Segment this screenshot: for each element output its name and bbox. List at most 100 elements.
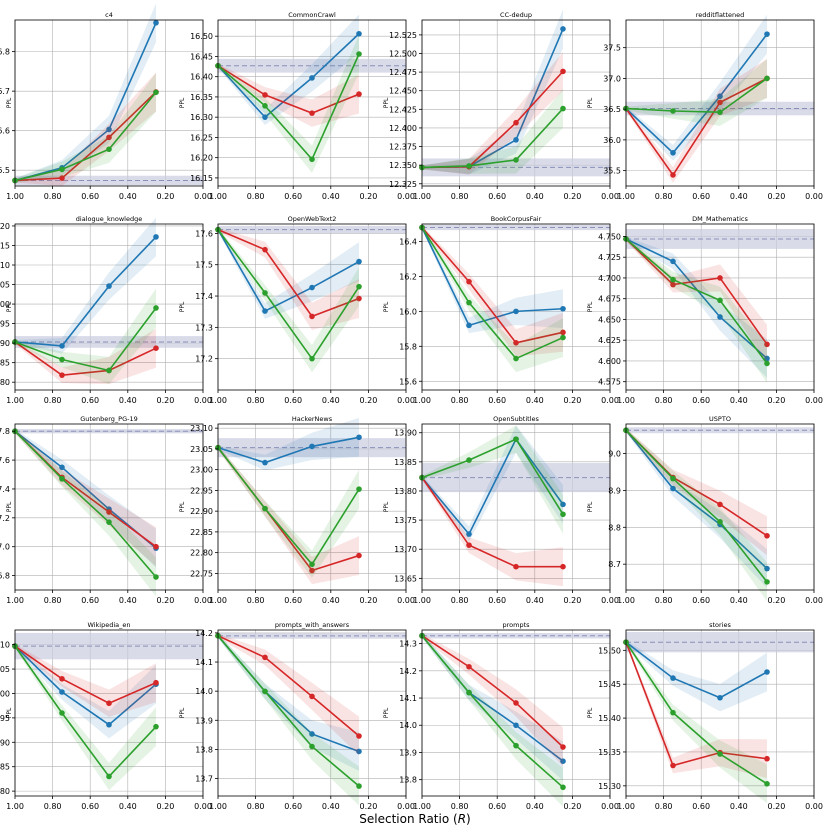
y-tick-label: 16.45 (190, 52, 213, 61)
y-tick-label: 19.00 (0, 300, 10, 309)
x-tick-label: 0.00 (194, 802, 212, 811)
plot-frame (421, 629, 611, 797)
y-tick-label: 8.7 (608, 560, 621, 569)
y-tick-label: 13.85 (394, 458, 417, 467)
subplot-title: prompts (502, 621, 530, 629)
subplot-title: redditflattened (696, 11, 745, 19)
series-line-green (421, 438, 564, 515)
series-line-red (14, 341, 157, 376)
data-point-blue-2 (309, 284, 315, 291)
data-point-green-3 (764, 781, 770, 787)
series-band-green (626, 236, 767, 383)
series-band-green (218, 34, 359, 173)
x-tick-label: 1.00 (209, 192, 227, 201)
y-tick-label: 16.5 (0, 166, 10, 175)
y-tick-label: 22.95 (190, 486, 213, 495)
x-tick-label: 1.00 (209, 802, 227, 811)
x-tick-label: 1.00 (209, 396, 227, 405)
x-tick-label: 0.80 (44, 192, 62, 201)
subplot-title: stories (709, 621, 731, 629)
y-tick-label: 16.15 (190, 174, 213, 183)
data-point-green-3 (560, 511, 566, 518)
data-point-green-2 (106, 146, 112, 153)
subplot-2: 1.00 0.80 0.60 0.40 0.20 0.00 12.325 12.350 12.3… (383, 9, 619, 201)
y-tick-label: 14.1 (399, 694, 417, 703)
data-point-green-3 (764, 360, 770, 367)
y-tick-label: 15.45 (598, 680, 621, 689)
data-point-blue-3 (560, 501, 566, 508)
subplot-4: 1.00 0.80 0.60 0.40 0.20 0.00 18.80 18.85 18.90 1… (0, 215, 212, 405)
data-point-red-2 (309, 313, 315, 320)
x-axis-label-prefix: Selection Ratio ( (359, 812, 458, 826)
data-point-blue-2 (513, 137, 519, 143)
data-point-green-1 (466, 457, 472, 463)
y-tick-label: 4.700 (598, 274, 621, 283)
x-tick-label: 0.00 (194, 396, 212, 405)
data-point-green-1 (59, 710, 65, 716)
y-tick-label: 15.35 (598, 748, 621, 757)
x-tick-label: 0.00 (397, 596, 415, 605)
x-tick-label: 1.00 (413, 596, 431, 605)
x-tick-label: 1.00 (413, 396, 431, 405)
y-tick-label: 12.475 (389, 68, 417, 77)
x-tick-label: 0.40 (526, 596, 544, 605)
y-tick-label: 19.15 (0, 241, 10, 250)
data-point-red-2 (717, 501, 723, 508)
y-tick-label: 15.40 (598, 714, 621, 723)
subplot-title: dialogue_knowledge (76, 215, 142, 223)
data-point-blue-3 (560, 26, 566, 32)
x-tick-label: 0.40 (322, 596, 340, 605)
subplot-15: 1.00 0.80 0.60 0.40 0.20 0.00 15.30 15.35 15.40 1… (587, 621, 823, 811)
x-tick-label: 0.20 (156, 802, 174, 811)
y-axis-label: PPL (6, 97, 13, 108)
x-tick-label: 1.00 (6, 396, 24, 405)
y-tick-label: 17.2 (0, 514, 10, 523)
data-point-green-2 (513, 355, 519, 362)
subplot-title: OpenWebText2 (288, 215, 337, 223)
plot-frame (625, 423, 815, 591)
y-tick-label: 36.0 (603, 136, 621, 145)
x-tick-label: 0.20 (767, 802, 785, 811)
x-tick-label: 0.80 (44, 596, 62, 605)
baseline-band (218, 225, 406, 234)
y-tick-label: 12.400 (389, 124, 417, 133)
x-axis-label-suffix: ) (466, 812, 471, 826)
data-point-blue-3 (764, 31, 770, 37)
data-point-red-1 (262, 654, 268, 661)
y-tick-label: 22.90 (190, 507, 213, 516)
y-tick-label: 13.9 (195, 716, 213, 725)
data-point-green-1 (262, 290, 268, 296)
data-point-blue-3 (764, 565, 770, 572)
data-point-red-3 (356, 552, 362, 559)
y-tick-label: 4.575 (598, 378, 621, 387)
data-point-blue-1 (670, 675, 676, 681)
x-tick-label: 0.20 (563, 596, 581, 605)
y-tick-label: 15.30 (598, 782, 621, 791)
series-line-blue (625, 641, 768, 699)
y-tick-label: 17.0 (0, 543, 10, 552)
y-tick-label: 16.2 (399, 272, 417, 281)
y-axis-label: PPL (383, 501, 390, 512)
y-tick-label: 11.85 (0, 763, 10, 772)
data-point-blue-1 (670, 485, 676, 492)
data-point-blue-1 (262, 459, 268, 466)
y-tick-label: 13.9 (399, 748, 417, 757)
x-tick-label: 0.60 (488, 192, 506, 201)
y-tick-label: 12.350 (389, 161, 417, 170)
data-point-blue-2 (717, 694, 723, 701)
series-line-red (421, 635, 564, 748)
y-tick-label: 35.5 (603, 167, 621, 176)
series-band-green (15, 644, 156, 791)
series-line-green (625, 641, 768, 785)
y-axis-label: PPL (179, 301, 186, 312)
y-tick-label: 4.600 (598, 357, 621, 366)
x-tick-label: 0.60 (284, 596, 302, 605)
x-tick-label: 1.00 (617, 396, 635, 405)
x-tick-label: 0.80 (451, 596, 469, 605)
y-tick-label: 13.80 (394, 487, 417, 496)
baseline-band (218, 632, 406, 639)
y-tick-label: 4.650 (598, 315, 621, 324)
x-tick-label: 1.00 (617, 596, 635, 605)
x-tick-label: 0.00 (601, 396, 619, 405)
x-tick-label: 0.80 (655, 802, 673, 811)
